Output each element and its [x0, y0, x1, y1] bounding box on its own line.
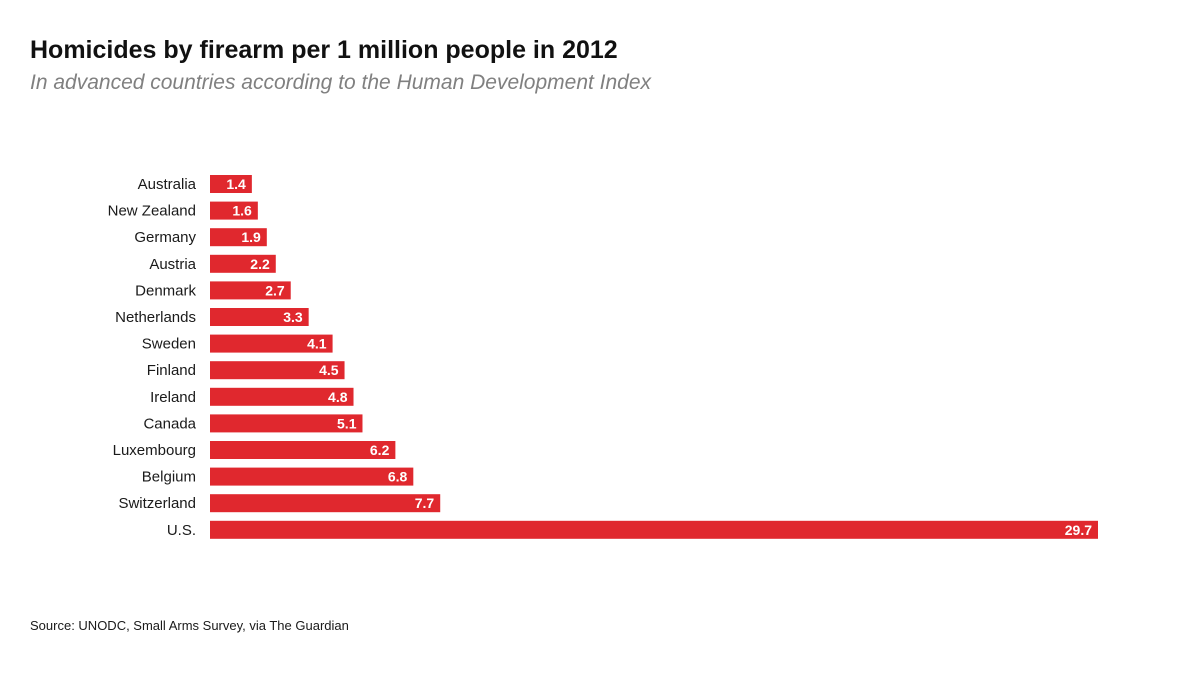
bar-sweden	[210, 334, 333, 353]
category-label-australia: Australia	[138, 176, 197, 193]
category-label-switzerland: Switzerland	[118, 495, 196, 512]
bar-austria	[210, 254, 276, 273]
category-label-germany: Germany	[134, 229, 196, 246]
value-label-canada: 5.1	[337, 415, 357, 431]
value-label-finland: 4.5	[319, 362, 339, 378]
value-label-switzerland: 7.7	[415, 495, 435, 511]
value-label-ireland: 4.8	[328, 389, 348, 405]
bar-chart: Australia New Zealand Germany Austria Denmar…	[108, 175, 1098, 539]
category-label-sweden: Sweden	[142, 336, 196, 353]
value-labels-group: 1.4 1.6 1.9 2.2 2.7 3.34.1 4.5 4.8 5.1 6.2 6.8 7.7 2…	[226, 176, 1092, 538]
bar-netherlands	[210, 308, 309, 326]
source-note: Source: UNODC, Small Arms Survey, via Th…	[30, 618, 349, 633]
bar-new-zealand	[210, 201, 258, 220]
category-label-new-zealand: New Zealand	[108, 203, 196, 220]
category-label-netherlands: Netherlands	[115, 309, 196, 326]
bar-ireland	[210, 387, 354, 406]
bar-australia	[210, 175, 252, 193]
value-label-sweden: 4.1	[307, 336, 327, 352]
value-label-germany: 1.9	[241, 229, 261, 245]
category-label-u-s: U.S.	[167, 522, 196, 539]
category-label-ireland: Ireland	[150, 389, 196, 406]
value-label-denmark: 2.7	[265, 282, 285, 298]
bar-finland	[210, 361, 345, 380]
category-label-canada: Canada	[143, 415, 196, 432]
chart-title: Homicides by firearm per 1 million peopl…	[30, 36, 618, 64]
category-labels-group: Australia New Zealand Germany Austria Denmar…	[108, 176, 197, 539]
bar-u-s	[210, 520, 1098, 539]
category-label-denmark: Denmark	[135, 282, 196, 299]
value-label-u-s: 29.7	[1065, 522, 1092, 538]
value-label-luxembourg: 6.2	[370, 442, 390, 458]
value-label-austria: 2.2	[250, 256, 270, 272]
bar-germany	[210, 228, 267, 247]
category-label-finland: Finland	[147, 362, 196, 379]
bar-luxembourg	[210, 441, 396, 459]
bars-group	[210, 175, 1098, 539]
category-label-austria: Austria	[149, 256, 196, 273]
category-label-belgium: Belgium	[142, 469, 196, 486]
bar-canada	[210, 414, 363, 433]
value-label-netherlands: 3.3	[283, 309, 303, 325]
value-label-new-zealand: 1.6	[232, 203, 252, 219]
bar-belgium	[210, 467, 414, 486]
value-label-australia: 1.4	[226, 176, 246, 192]
chart-subtitle: In advanced countries according to the H…	[30, 71, 652, 94]
category-label-luxembourg: Luxembourg	[113, 442, 196, 459]
bar-denmark	[210, 281, 291, 300]
value-label-belgium: 6.8	[388, 469, 408, 485]
bar-switzerland	[210, 494, 441, 513]
